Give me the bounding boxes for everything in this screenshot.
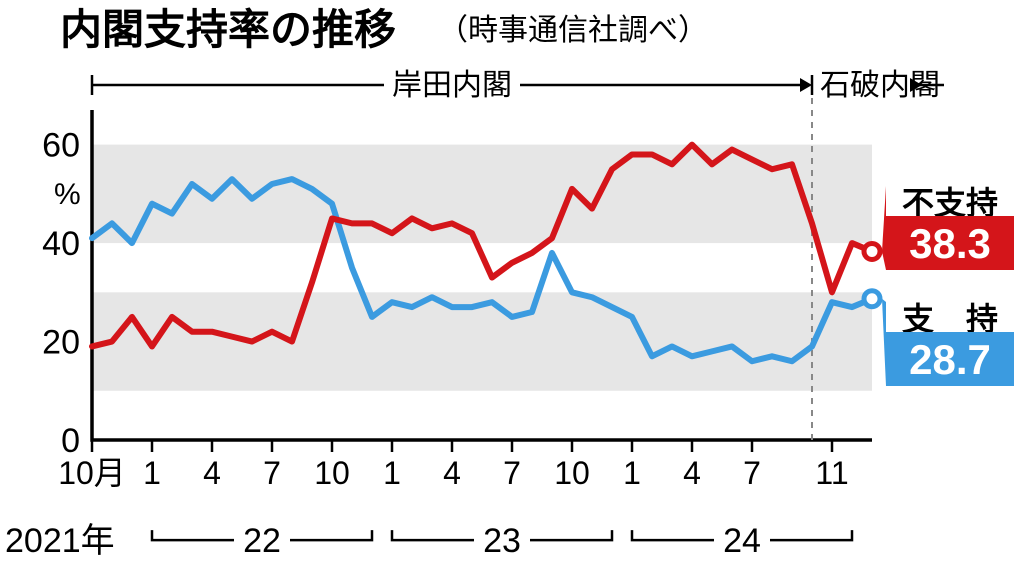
year-label: 24 <box>723 522 761 560</box>
y-tick-label: 40 <box>42 225 80 263</box>
support-callout-value: 28.7 <box>909 336 991 383</box>
x-tick-label: 10月 <box>58 455 126 491</box>
x-tick-label: 1 <box>143 455 161 491</box>
year-bracket <box>392 530 474 540</box>
x-tick-label: 11 <box>815 455 848 491</box>
disapprove-end-marker <box>864 243 880 259</box>
year-bracket <box>290 530 372 540</box>
period-label: 岸田内閣 <box>392 69 512 102</box>
x-tick-label: 1 <box>383 455 401 491</box>
x-tick-label: 4 <box>443 455 461 491</box>
disapprove-callout-value: 38.3 <box>909 220 991 267</box>
year-bracket <box>770 530 852 540</box>
x-tick-label: 7 <box>263 455 281 491</box>
support-leader <box>882 299 886 386</box>
year-label: 23 <box>483 522 521 560</box>
disapprove-callout-label: 不支持 <box>902 185 998 221</box>
support-callout-label: 支 持 <box>902 301 998 337</box>
y-unit: % <box>54 178 81 211</box>
arrowhead-icon <box>800 78 812 92</box>
x-tick-label: 1 <box>623 455 641 491</box>
year-prefix: 2021年 <box>5 522 115 560</box>
chart-svg: 0204060%10月1471014710147112021年222324岸田内… <box>0 0 1024 579</box>
x-tick-label: 7 <box>743 455 761 491</box>
y-tick-label: 60 <box>42 127 80 165</box>
y-tick-label: 20 <box>42 324 80 362</box>
x-tick-label: 7 <box>503 455 521 491</box>
x-tick-label: 4 <box>203 455 221 491</box>
year-bracket <box>632 530 714 540</box>
x-tick-label: 4 <box>683 455 701 491</box>
year-bracket <box>530 530 612 540</box>
disapprove-leader <box>882 186 886 270</box>
year-bracket <box>152 530 234 540</box>
x-tick-label: 10 <box>554 455 590 491</box>
x-tick-label: 10 <box>314 455 350 491</box>
year-label: 22 <box>243 522 281 560</box>
support-end-marker <box>864 291 880 307</box>
